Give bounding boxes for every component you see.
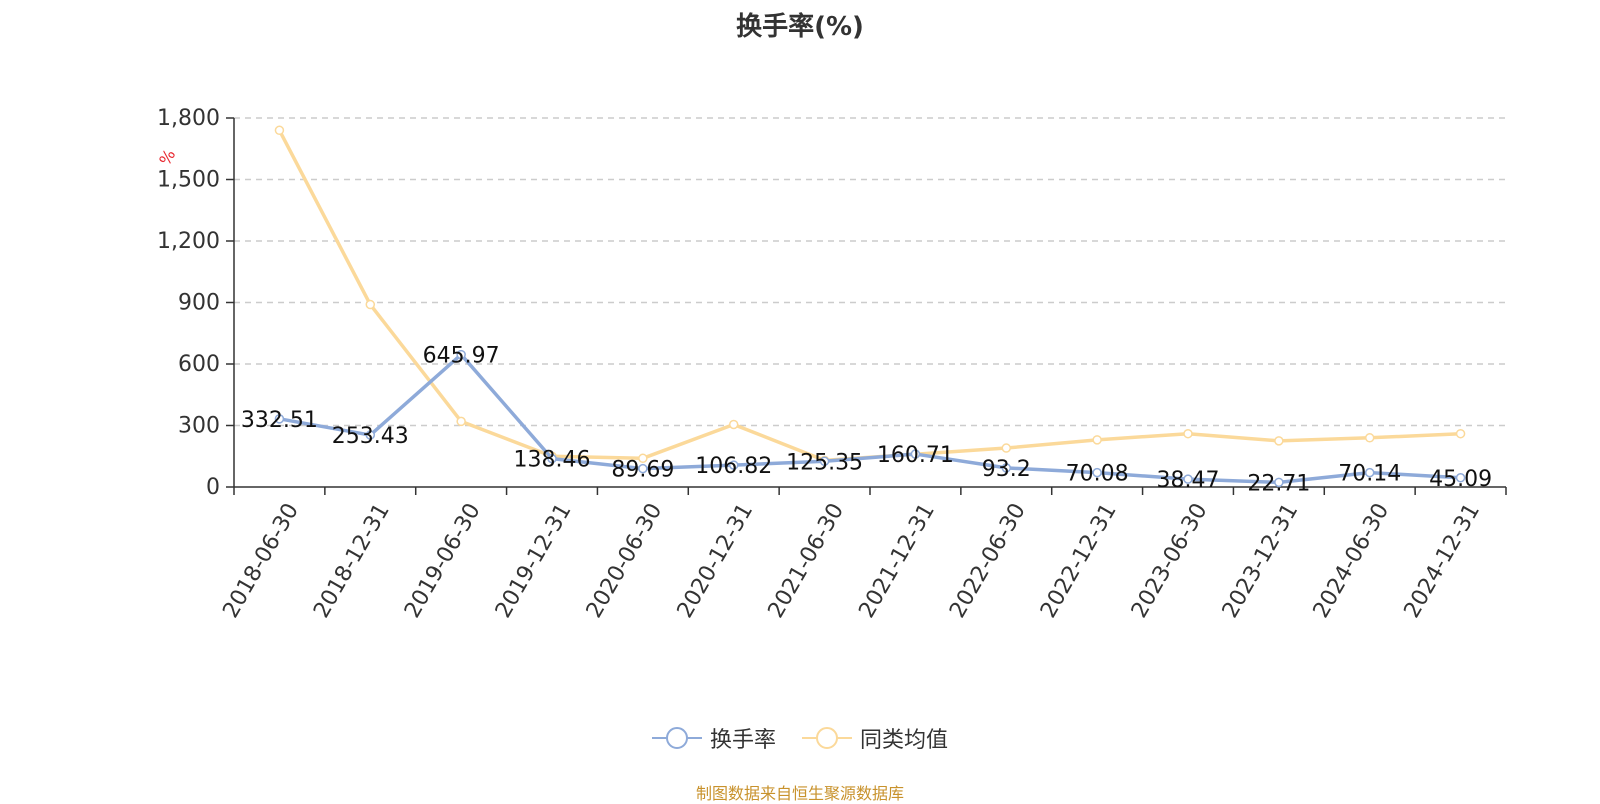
series-point-1 xyxy=(1092,467,1102,478)
series-point-2 xyxy=(456,416,466,427)
data-label: 138.46 xyxy=(514,448,591,473)
grid-lines xyxy=(234,117,1506,427)
series-point-2 xyxy=(638,453,648,464)
series-lines xyxy=(274,125,1466,488)
data-label: 38.47 xyxy=(1157,468,1220,493)
legend: 换手率 同类均值 xyxy=(0,722,1600,754)
series-point-2 xyxy=(1455,428,1466,439)
x-tick-label: 2020-06-30 xyxy=(582,499,668,622)
x-tick-label: 2024-06-30 xyxy=(1309,499,1395,622)
x-tick-label: 2023-12-31 xyxy=(1218,499,1304,622)
data-label: 253.43 xyxy=(332,424,409,449)
legend-item-series-2[interactable]: 同类均值 xyxy=(802,722,948,754)
data-label: 125.35 xyxy=(786,450,863,475)
y-axis-unit-label: % xyxy=(155,146,179,169)
series-point-2 xyxy=(728,419,739,430)
series-point-1 xyxy=(1274,477,1284,488)
y-tick-label: 0 xyxy=(206,475,220,500)
legend-label-series-1: 换手率 xyxy=(709,728,776,753)
data-label: 70.14 xyxy=(1338,462,1401,487)
series-line-1 xyxy=(279,352,1461,485)
data-label: 645.97 xyxy=(423,344,500,369)
series-point-1 xyxy=(547,453,557,464)
y-tick-label: 1,800 xyxy=(157,106,220,131)
y-tick-label: 900 xyxy=(178,291,220,316)
data-label: 160.71 xyxy=(877,443,954,468)
data-label: 93.2 xyxy=(982,457,1031,482)
chart-title: 换手率(%) xyxy=(736,12,864,42)
series-point-1 xyxy=(819,456,830,467)
series-point-1 xyxy=(274,414,285,424)
x-tick-label: 2022-12-31 xyxy=(1036,499,1122,622)
x-tick-label: 2020-12-31 xyxy=(673,499,759,622)
data-label: 332.51 xyxy=(241,408,318,433)
data-labels: 332.51 253.43 645.97 138.46 89.69 106.82 125.3… xyxy=(241,344,1492,497)
x-tick-label: 2018-12-31 xyxy=(309,499,395,622)
x-tick-label: 2018-06-30 xyxy=(218,499,304,622)
series-point-2 xyxy=(1092,435,1102,445)
x-tick-label: 2022-06-30 xyxy=(945,499,1031,622)
x-tick-label: 2023-06-30 xyxy=(1127,499,1213,622)
y-tick-label: 600 xyxy=(178,352,220,377)
series-point-1 xyxy=(910,449,921,459)
y-tick-label: 1,500 xyxy=(157,168,220,193)
series-point-2 xyxy=(1274,436,1284,446)
series-point-2 xyxy=(274,125,285,136)
legend-marker-series-2 xyxy=(802,727,852,749)
data-label: 106.82 xyxy=(695,454,772,479)
legend-marker-series-1 xyxy=(651,727,702,749)
x-tick-label: 2019-12-31 xyxy=(491,499,577,622)
series-point-2 xyxy=(1364,433,1375,443)
data-label: 45.09 xyxy=(1429,467,1492,492)
x-tick-label: 2024-12-31 xyxy=(1400,499,1486,622)
series-point-1 xyxy=(1183,474,1193,484)
x-tick-label: 2019-06-30 xyxy=(400,499,486,622)
series-point-1 xyxy=(456,349,466,360)
x-tick-label: 2021-12-31 xyxy=(854,499,940,622)
y-tick-label: 300 xyxy=(178,414,220,439)
series-point-2 xyxy=(1183,428,1193,439)
series-point-1 xyxy=(728,460,739,470)
series-point-2 xyxy=(365,299,376,310)
source-note: 制图数据来自恒生聚源数据库 xyxy=(695,784,904,803)
series-point-1 xyxy=(1364,467,1375,478)
series-point-1 xyxy=(638,463,648,474)
series-point-1 xyxy=(1001,463,1012,473)
legend-item-series-1[interactable]: 换手率 xyxy=(651,722,776,754)
y-tick-label: 1,200 xyxy=(157,229,220,254)
series-point-1 xyxy=(1455,473,1466,483)
data-label: 70.08 xyxy=(1066,462,1129,487)
x-tick-label: 2021-06-30 xyxy=(764,499,850,622)
series-point-2 xyxy=(1001,443,1012,453)
data-label: 89.69 xyxy=(611,458,674,483)
series-point-1 xyxy=(365,430,376,440)
data-label: 22.71 xyxy=(1247,471,1310,496)
legend-label-series-2: 同类均值 xyxy=(860,728,949,753)
